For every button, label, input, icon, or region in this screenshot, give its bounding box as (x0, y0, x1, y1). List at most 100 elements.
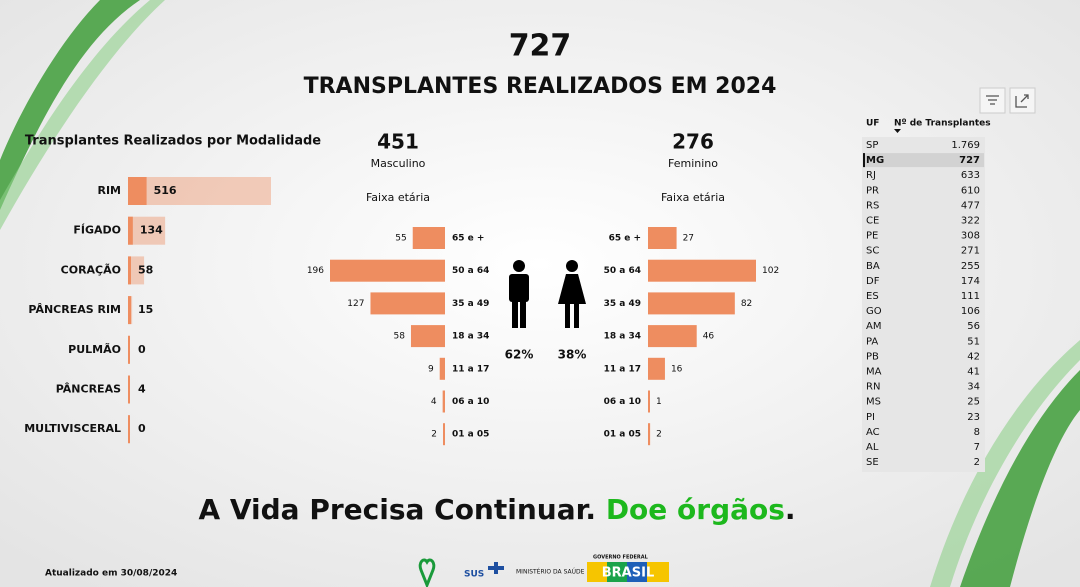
focus-button[interactable] (1009, 87, 1036, 114)
count-cell: 7 (974, 442, 980, 453)
logo-text: SUS (464, 570, 484, 580)
uf-cell: AL (866, 442, 879, 453)
chart-subtitle: Faixa etária (661, 191, 725, 204)
uf-cell: SC (866, 246, 879, 257)
category-label: 01 a 05 (452, 430, 489, 440)
count-cell: 56 (967, 321, 980, 332)
slogan-part: . (785, 493, 796, 526)
category-label: 18 a 34 (452, 332, 489, 342)
uf-cell: PA (866, 336, 878, 347)
uf-cell: CE (866, 216, 879, 227)
category-label: PÂNCREAS RIM (28, 303, 121, 316)
category-label: 11 a 17 (452, 364, 489, 374)
gender-label: Masculino (371, 157, 426, 170)
count-cell: 727 (959, 155, 980, 166)
count-cell: 271 (961, 246, 980, 257)
category-label: FÍGADO (73, 224, 121, 237)
count-cell: 41 (967, 367, 980, 378)
bar (410, 325, 445, 348)
uf-cell: MG (866, 155, 884, 166)
value-label: 4 (138, 383, 146, 396)
cross (488, 562, 504, 574)
value-label: 2 (431, 430, 437, 440)
count-cell: 174 (961, 276, 980, 287)
uf-cell: SP (866, 140, 878, 151)
woman-icon (558, 260, 586, 328)
value-label: 0 (138, 422, 146, 435)
count-cell: 322 (961, 216, 980, 227)
count-cell: 8 (974, 427, 980, 438)
value-label: 15 (138, 303, 153, 316)
category-label: 50 a 64 (604, 266, 641, 276)
slogan: A Vida Precisa Continuar. Doe órgãos. (198, 493, 795, 526)
uf-cell: AC (866, 427, 880, 438)
value-label: 55 (395, 234, 406, 244)
category-label: 65 e + (452, 234, 484, 244)
value-label: 4 (431, 397, 437, 407)
bar (648, 227, 677, 249)
count-cell: 477 (961, 200, 980, 211)
count-cell: 255 (961, 261, 980, 272)
column-header: UF (866, 119, 879, 129)
total: 727 (509, 29, 572, 64)
bar (648, 390, 650, 413)
count-cell: 23 (967, 412, 980, 423)
man-icon (509, 260, 529, 328)
bar (330, 259, 445, 282)
count-cell: 106 (961, 306, 980, 317)
count-cell: 610 (961, 185, 980, 196)
bar-track (128, 256, 145, 285)
logo-text: MINISTÉRIO DA SAÚDE (516, 568, 585, 576)
value-label: 1 (656, 397, 662, 407)
value-label: 196 (307, 266, 324, 276)
logo-block (607, 562, 627, 582)
gender-label: Feminino (668, 157, 718, 170)
swoosh (930, 340, 1080, 587)
count-cell: 1.769 (951, 140, 980, 151)
uf-cell: RJ (866, 170, 876, 181)
category-label: RIM (97, 184, 121, 197)
category-label: CORAÇÃO (61, 263, 121, 276)
logo-block (647, 562, 669, 582)
toolbar[interactable] (979, 87, 1036, 114)
uf-cell: PI (866, 412, 875, 423)
value-label: 27 (683, 234, 694, 244)
uf-cell: MA (866, 367, 882, 378)
bar (648, 292, 735, 315)
uf-cell: SE (866, 457, 879, 468)
bar (648, 325, 697, 348)
gender-total: 276 (672, 130, 714, 154)
count-cell: 25 (967, 397, 980, 408)
value-label: 516 (154, 184, 177, 197)
chart-title: Transplantes Realizados por Modalidade (25, 134, 321, 149)
bar (128, 296, 131, 325)
slogan-part: A Vida Precisa Continuar. (198, 493, 596, 526)
logos: SUS MINISTÉRIO DA SAÚDE GOVERNO FEDERAL … (418, 555, 669, 587)
uf-cell: ES (866, 291, 879, 302)
chart-subtitle: Faixa etária (366, 191, 430, 204)
slogan-highlight: Doe órgãos (606, 493, 785, 526)
title: TRANSPLANTES REALIZADOS EM 2024 (304, 74, 777, 99)
ribbon (418, 558, 436, 587)
category-label: 50 a 64 (452, 266, 489, 276)
bar (412, 227, 445, 249)
value-label: 58 (394, 332, 406, 342)
logo-block (587, 562, 607, 582)
bar (370, 292, 445, 315)
bar (128, 415, 130, 444)
swoosh (0, 0, 140, 210)
value-label: 134 (140, 224, 163, 237)
category-label: 65 e + (609, 234, 641, 244)
uf-cell: RN (866, 382, 880, 393)
count-cell: 34 (967, 382, 980, 393)
category-label: PÂNCREAS (56, 383, 121, 396)
bar (128, 216, 133, 245)
value-label: 9 (428, 364, 434, 374)
bar-track (128, 216, 166, 245)
uf-cell: RS (866, 200, 879, 211)
count-cell: 51 (967, 336, 980, 347)
uf-cell: PB (866, 351, 879, 362)
count-cell: 2 (974, 457, 980, 468)
category-label: 11 a 17 (604, 364, 641, 374)
